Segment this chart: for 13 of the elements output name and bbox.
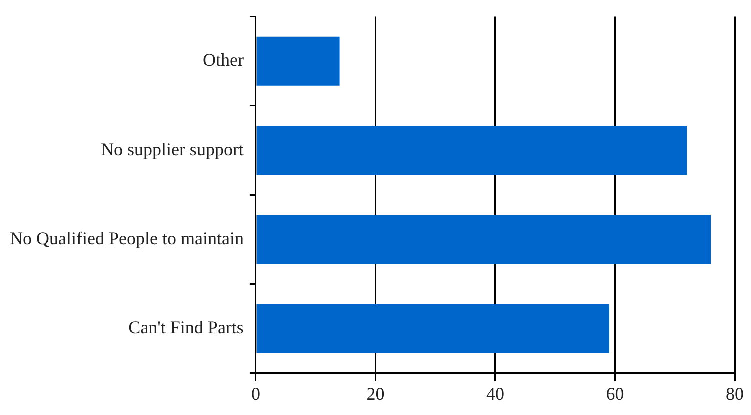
- y-tick-label: Can't Find Parts: [128, 318, 244, 338]
- x-tick-label: 40: [486, 384, 504, 404]
- x-tick-label: 20: [366, 384, 385, 404]
- x-tick-label: 80: [726, 384, 744, 404]
- y-tick-label: Other: [202, 50, 244, 70]
- bar: [256, 126, 688, 176]
- y-tick-label: No supplier support: [100, 139, 244, 160]
- bar: [256, 215, 712, 264]
- y-tick-label: No Qualified People to maintain: [10, 228, 244, 248]
- x-tick-label: 60: [606, 384, 624, 404]
- bar: [256, 304, 610, 354]
- x-tick-label: 0: [251, 384, 260, 404]
- bar: [256, 36, 340, 86]
